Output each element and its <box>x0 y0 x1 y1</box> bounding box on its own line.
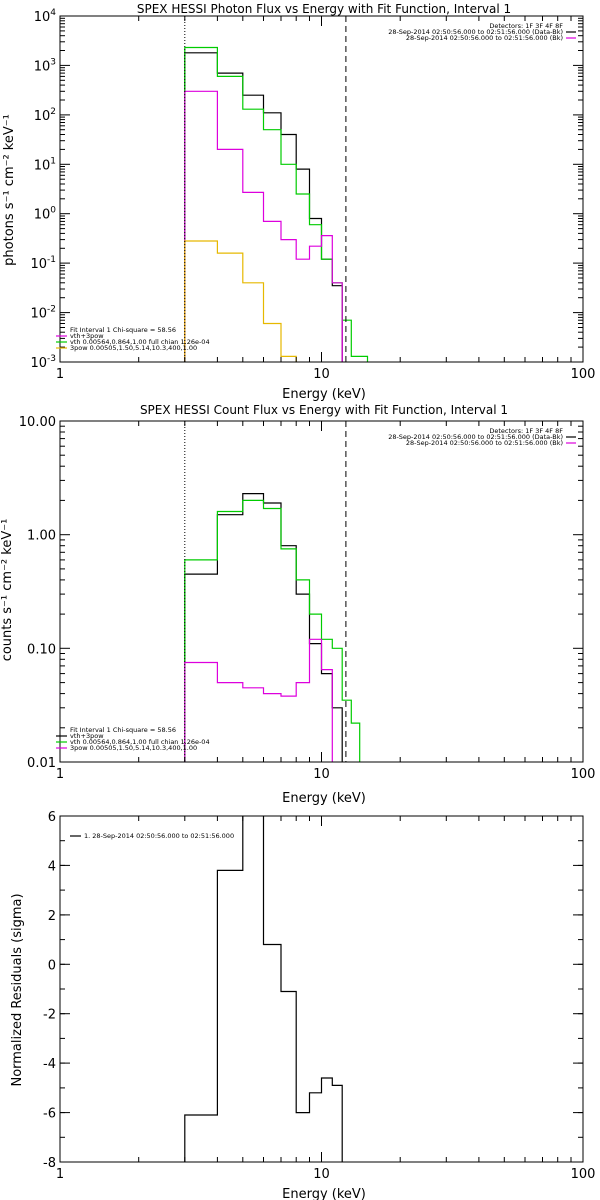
legend-bottom-left-text: vth 0.00564,0.864,1.00 full chian 1.26e-… <box>70 738 210 746</box>
y-tick-label: 10-1 <box>30 255 56 272</box>
series-line-1 <box>184 46 369 362</box>
y-tick-label: 101 <box>34 156 56 173</box>
series-group <box>184 816 343 1162</box>
legend-top-right-text: 28-Sep-2014 02:50:56.000 to 02:51:56.000… <box>406 439 563 447</box>
y-tick-label: -8 <box>43 1156 56 1171</box>
x-axis-label: Energy (keV) <box>282 387 366 402</box>
series-line-0 <box>184 816 343 1162</box>
series-line-2 <box>184 638 333 762</box>
y-tick-label: 100 <box>34 206 57 223</box>
x-tick-label: 100 <box>571 1167 596 1182</box>
x-axis-label: Energy (keV) <box>282 1187 366 1200</box>
y-axis-label: Normalized Residuals (sigma) <box>10 893 25 1086</box>
y-axis-label: counts s⁻¹ cm⁻² keV⁻¹ <box>0 519 15 662</box>
series-group <box>184 493 361 762</box>
y-tick-label: 10.00 <box>19 415 56 430</box>
legend-top-right-text: 28-Sep-2014 02:50:56.000 to 02:51:56.000… <box>388 28 563 36</box>
y-tick-label: -6 <box>43 1107 56 1122</box>
y-tick-label: 0.10 <box>27 642 56 657</box>
y-tick-label: 103 <box>34 57 56 74</box>
legend-top-left-text: 1. 28-Sep-2014 02:50:56.000 to 02:51:56.… <box>84 832 234 840</box>
legend-top-right-text: 28-Sep-2014 02:50:56.000 to 02:51:56.000… <box>388 433 563 441</box>
y-tick-label: 0 <box>48 958 56 973</box>
legend-bottom-left-text: 3pow 0.00505,1.50,5.14,10.3,400,1.00 <box>70 744 197 752</box>
panel-title: SPEX HESSI Count Flux vs Energy with Fit… <box>140 403 508 417</box>
x-tick-label: 10 <box>313 767 330 782</box>
y-tick-label: -4 <box>43 1057 56 1072</box>
y-tick-label: 10-3 <box>30 354 56 371</box>
y-tick-label: -2 <box>43 1008 56 1023</box>
legend-bottom-left-text: 3pow 0.00505,1.50,5.14,10.3,400,1.00 <box>70 344 197 352</box>
series-line-2 <box>184 90 343 362</box>
y-axis-label: photons s⁻¹ cm⁻² keV⁻¹ <box>2 114 17 266</box>
y-tick-label: 102 <box>34 107 56 124</box>
legend-top-right-text: 28-Sep-2014 02:50:56.000 to 02:51:56.000… <box>406 34 563 42</box>
y-tick-label: 4 <box>48 859 56 874</box>
panel-title: SPEX HESSI Photon Flux vs Energy with Fi… <box>137 2 511 16</box>
legend-top-right-text: Detectors: 1F 3F 4F 8F <box>489 427 563 435</box>
legend-bottom-left-text: Fit Interval 1 Chi-square = 58.56 <box>70 326 176 334</box>
x-tick-label: 100 <box>571 767 596 782</box>
count-flux-panel: SPEX HESSI Count Flux vs Energy with Fit… <box>0 403 595 806</box>
x-tick-label: 10 <box>313 1167 330 1182</box>
x-tick-label: 1 <box>56 767 64 782</box>
x-tick-label: 1 <box>56 1167 64 1182</box>
y-tick-label: 0.01 <box>27 756 56 771</box>
series-line-0 <box>184 493 343 762</box>
x-tick-label: 100 <box>571 367 596 382</box>
y-tick-label: 10-2 <box>30 305 56 322</box>
y-tick-label: 104 <box>34 8 57 25</box>
residuals-panel: Energy (keV) Normalized Residuals (sigma… <box>10 810 595 1200</box>
series-line-1 <box>184 499 361 762</box>
y-tick-label: 1.00 <box>27 529 56 544</box>
x-tick-label: 10 <box>313 367 330 382</box>
legend-bottom-left-text: Fit Interval 1 Chi-square = 58.56 <box>70 726 176 734</box>
legend-bottom-left-text: vth+3pow <box>70 732 104 740</box>
legend-bottom-left-text: vth 0.00564,0.864,1.00 full chian 1.26e-… <box>70 338 210 346</box>
x-axis-label: Energy (keV) <box>282 791 366 806</box>
legend-top-right-text: Detectors: 1F 3F 4F 8F <box>489 22 563 30</box>
y-tick-label: 6 <box>48 810 56 825</box>
legend-bottom-left-text: vth+3pow <box>70 332 104 340</box>
x-tick-label: 1 <box>56 367 64 382</box>
y-tick-label: 2 <box>48 909 56 924</box>
series-group <box>184 46 369 362</box>
photon-flux-panel: SPEX HESSI Photon Flux vs Energy with Fi… <box>2 2 595 402</box>
series-line-3 <box>184 240 297 362</box>
